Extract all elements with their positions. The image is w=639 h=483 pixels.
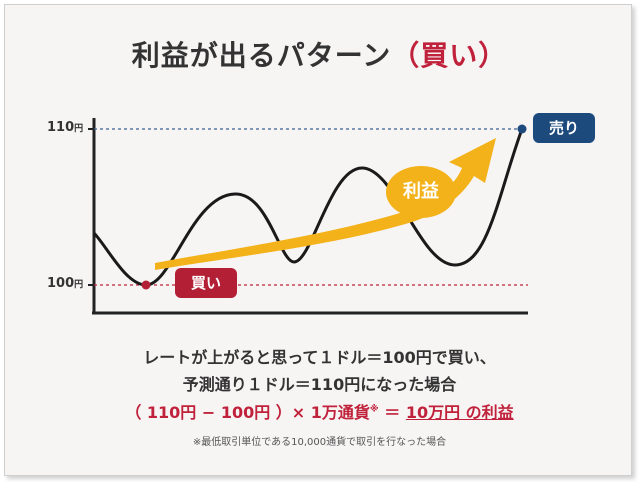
buy-point bbox=[141, 280, 151, 290]
title-accent: （買い） bbox=[391, 39, 508, 72]
calc-expression: （ 110円 − 100円 ）× 1万通貨 bbox=[125, 403, 370, 422]
note-mark: ※ bbox=[369, 404, 379, 415]
y-label-110: 110円 bbox=[47, 120, 84, 135]
explanation-line-2: 予測通り１ドル＝110円になった場合 bbox=[182, 375, 457, 394]
price-curve bbox=[92, 128, 524, 287]
sell-point bbox=[517, 124, 527, 134]
page-title: 利益が出るパターン（買い） bbox=[0, 34, 639, 74]
buy-badge: 買い bbox=[175, 268, 237, 298]
explanation-line-1: レートが上がると思って１ドル＝100円で買い、 bbox=[143, 348, 496, 367]
footnote: ※最低取引単位である10,000通貨で取引を行なった場合 bbox=[192, 437, 447, 448]
sell-badge: 売り bbox=[533, 113, 595, 143]
y-label-100: 100円 bbox=[47, 276, 84, 291]
title-main: 利益が出るパターン bbox=[131, 39, 392, 72]
explanation-line-3: （ 110円 − 100円 ）× 1万通貨※ ＝ 10万円 の利益 bbox=[0, 399, 639, 423]
calc-equals: ＝ bbox=[378, 403, 406, 422]
calc-result: 10万円 の利益 bbox=[405, 403, 514, 422]
profit-bubble: 利益 bbox=[386, 166, 456, 218]
